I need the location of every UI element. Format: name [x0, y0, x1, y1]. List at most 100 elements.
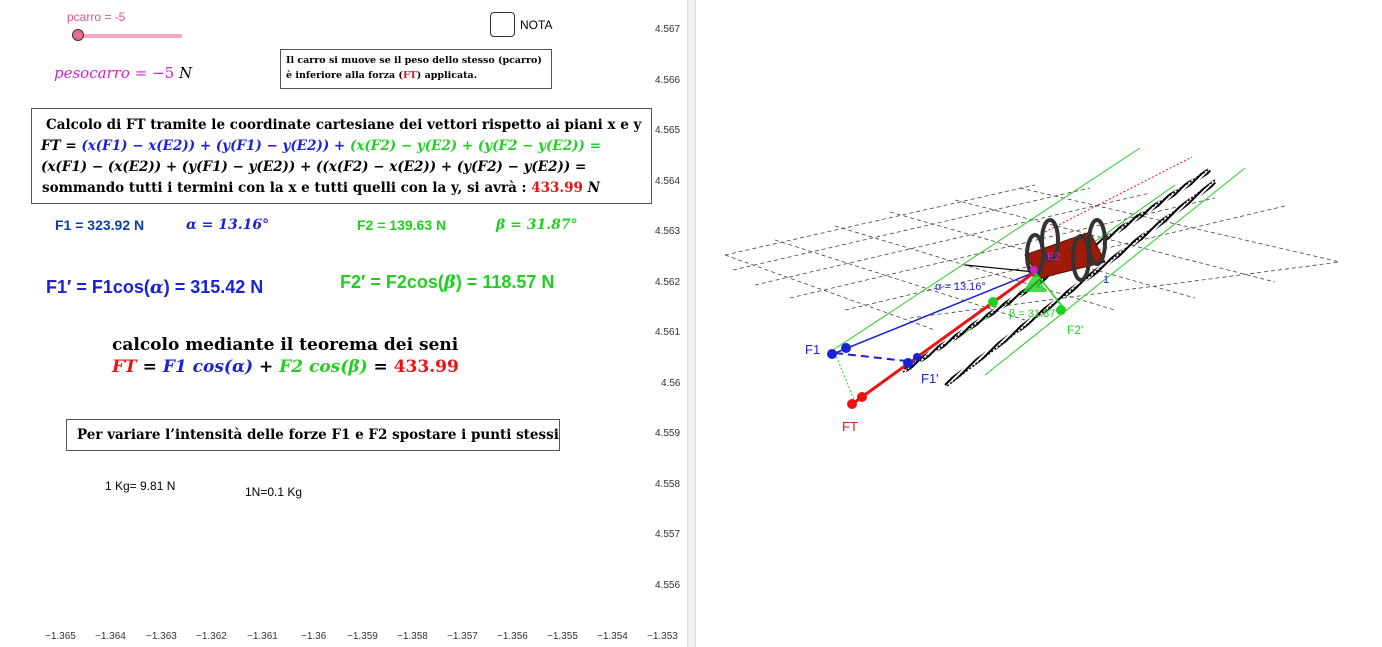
- beta-label: β = 31.87°: [1009, 308, 1060, 320]
- alpha-label: α = 13.16°: [935, 281, 986, 293]
- f2-value: F2 = 139.63 N: [357, 217, 447, 233]
- seni-eq2: =: [367, 357, 394, 377]
- x-tick: −1.355: [547, 631, 578, 642]
- y-tick: 4.558: [655, 479, 681, 490]
- wheel-icon: [1040, 218, 1060, 262]
- x-tick: −1.361: [247, 631, 278, 642]
- y-tick: 4.559: [655, 428, 681, 439]
- f1-prime-dashed: [834, 352, 916, 363]
- pcarro-slider[interactable]: [72, 28, 182, 44]
- x-tick: −1.354: [597, 631, 628, 642]
- seni-value: 433.99: [393, 357, 459, 377]
- note-line-2a: è inferiore alla forza (: [286, 70, 403, 81]
- f2-vector: [1034, 271, 1066, 311]
- seni-f1: F1 cos(α): [162, 357, 254, 377]
- y-tick: 4.562: [655, 277, 681, 288]
- rail-dark: [902, 169, 1209, 373]
- x-tick: −1.362: [196, 631, 227, 642]
- seni-eq: =: [136, 357, 163, 377]
- kg-conversion: 1 Kg= 9.81 N: [105, 479, 176, 493]
- pcarro-slider-handle[interactable]: [72, 29, 84, 41]
- calc-ft-label: FT =: [41, 138, 82, 154]
- red-dotted-line: [1044, 156, 1193, 233]
- x-tick: −1.356: [497, 631, 528, 642]
- seni-title: calcolo mediante il teorema dei seni: [112, 335, 459, 355]
- f1-point[interactable]: [827, 349, 837, 359]
- y-tick: 4.566: [655, 75, 681, 86]
- graphics-3d-view[interactable]: F1 F1' FT F2' α = 13.16° β = 31.87° E2 1: [695, 0, 1382, 647]
- f2-point-2[interactable]: [1056, 305, 1066, 315]
- instruction-box: Per variare l’intensità delle forze F1 e…: [66, 419, 560, 451]
- f1-label: F1: [805, 342, 820, 357]
- f1-prime-formula: F1′ = F1cos(α) = 315.42 N: [46, 277, 263, 298]
- calc-line-2: FT = (x(F1) − x(E2)) + (y(F1) − y(E2)) +…: [41, 136, 651, 157]
- note-ft: FT: [402, 70, 417, 81]
- alpha-value: α = 13.16°: [186, 217, 270, 233]
- pesocarro-unit: N: [178, 64, 193, 82]
- beta-value: β = 31.87°: [496, 217, 578, 233]
- pesocarro-value: −5: [152, 64, 175, 82]
- seni-f2: F2 cos(β): [279, 357, 368, 377]
- seni-formula: FT = F1 cos(α) + F2 cos(β) = 433.99: [112, 357, 459, 377]
- calc-line-4: sommando tutti i termini con la x e tutt…: [42, 178, 651, 199]
- pcarro-slider-label: pcarro = -5: [67, 10, 126, 24]
- f1-prime-point-2[interactable]: [913, 353, 921, 361]
- e2-label: E2: [1047, 251, 1060, 263]
- f2-prime-formula: F2′ = F2cos(β) = 118.57 N: [340, 272, 554, 293]
- y-tick: 4.564: [655, 176, 681, 187]
- f1-vector: [834, 271, 1036, 354]
- y-tick: 4.56: [661, 378, 681, 389]
- pesocarro-text: pesocarro = −5 N: [54, 64, 192, 82]
- x-tick: −1.365: [45, 631, 76, 642]
- nota-label: NOTA: [520, 18, 553, 32]
- ft-point[interactable]: [847, 399, 857, 409]
- calc-line-3: (x(F1) − (x(E2)) + (y(F1) − y(E2)) + ((x…: [41, 159, 587, 175]
- f1-prime-label: F1′ = F1cos(: [46, 277, 150, 297]
- f1-prime-point[interactable]: [903, 358, 913, 368]
- f2-prime-label: F2′ = F2cos(: [340, 272, 444, 292]
- pesocarro-eq: =: [129, 64, 153, 82]
- seni-plus: +: [253, 357, 280, 377]
- ft-label: FT: [842, 419, 858, 434]
- x-tick: −1.36: [301, 631, 327, 642]
- one-label: 1: [1103, 274, 1109, 286]
- f1-prime-label: F1': [921, 371, 939, 386]
- rails: [903, 167, 1217, 387]
- e2-point[interactable]: [1030, 266, 1038, 274]
- y-tick: 4.556: [655, 580, 681, 591]
- f2-prime-beta: β: [443, 272, 456, 293]
- f1-point-2[interactable]: [841, 343, 851, 353]
- nota-checkbox[interactable]: [490, 12, 515, 37]
- ft-vector: [854, 270, 1036, 404]
- calc-title: Calcolo di FT tramite le coordinate cart…: [46, 117, 642, 133]
- rail-dark-2: [946, 179, 1216, 387]
- x-tick: −1.358: [397, 631, 428, 642]
- view-divider[interactable]: [687, 0, 696, 647]
- f2-point[interactable]: [988, 297, 998, 307]
- beta-angle: [1023, 272, 1047, 292]
- calc-unit: N: [587, 180, 600, 196]
- x-tick: −1.359: [347, 631, 378, 642]
- wheel-icon: [1087, 218, 1107, 266]
- wheel-icon: [1071, 234, 1091, 282]
- x-tick: −1.357: [447, 631, 478, 642]
- n-conversion: 1N=0.1 Kg: [245, 485, 303, 499]
- y-tick: 4.563: [655, 226, 681, 237]
- calc-line-2-blue: (x(F1) − x(E2)) + (y(F1) − y(E2)) +: [81, 138, 350, 154]
- f1-prime-alpha: α: [149, 277, 164, 298]
- y-tick: 4.557: [655, 529, 681, 540]
- x-tick: −1.353: [647, 631, 678, 642]
- calc-result: 433.99: [531, 180, 583, 196]
- f2-prime-rest: ) = 118.57 N: [455, 272, 555, 292]
- x-tick: −1.364: [95, 631, 126, 642]
- x-tick: −1.363: [146, 631, 177, 642]
- f1-value: F1 = 323.92 N: [55, 217, 145, 233]
- y-tick: 4.565: [655, 125, 681, 136]
- calc-line-2-green: (x(F2) − y(E2) + (y(F2 − y(E2)) =: [349, 138, 601, 154]
- pesocarro-label: pesocarro: [54, 64, 130, 82]
- y-tick: 4.567: [655, 24, 681, 35]
- note-line-2: è inferiore alla forza (FT) applicata.: [286, 68, 551, 83]
- y-tick: 4.561: [655, 327, 681, 338]
- ft-thin: [834, 352, 856, 403]
- ft-point-2[interactable]: [857, 392, 867, 402]
